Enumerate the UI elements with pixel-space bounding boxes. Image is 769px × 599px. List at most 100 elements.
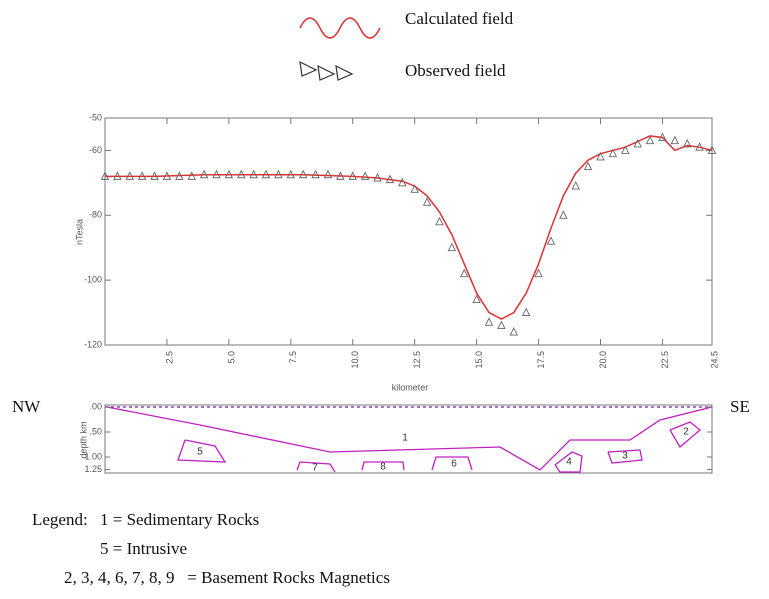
observed-point	[695, 142, 704, 151]
observed-point	[670, 135, 680, 145]
body-1	[106, 406, 713, 471]
observed-point	[422, 197, 432, 206]
observed-point	[199, 169, 209, 179]
observed-point	[162, 171, 172, 180]
body-8	[361, 461, 405, 471]
body-7	[296, 461, 336, 473]
observed-point	[583, 161, 593, 171]
body-4	[554, 451, 583, 473]
observed-point	[113, 171, 122, 180]
observed-point	[398, 177, 407, 187]
observed-point	[249, 169, 258, 179]
observed-point	[484, 317, 494, 326]
body-label: 3	[622, 451, 628, 462]
observed-point	[125, 171, 135, 180]
observed-point	[286, 169, 296, 179]
observed-point	[336, 171, 345, 180]
body-label: 6	[451, 459, 457, 470]
geologic-bodies	[106, 406, 713, 473]
y-tick-label: -100	[84, 275, 102, 285]
legend-line-swatch	[299, 17, 381, 39]
section-frame	[104, 404, 713, 474]
observed-point	[497, 320, 506, 329]
observed-point	[645, 135, 655, 145]
x-tick-label: 12.5	[412, 351, 422, 369]
depth-tick-label: 1.00	[84, 451, 102, 461]
depth-tick-label: .50	[89, 426, 102, 436]
plot-frame	[104, 117, 713, 346]
observed-point	[187, 171, 196, 180]
observed-point	[435, 216, 444, 226]
depth-tick-label: .00	[89, 401, 102, 411]
body-label: 7	[312, 463, 318, 474]
legend-label: Calculated field	[405, 9, 514, 28]
y-tick-label: -50	[89, 112, 102, 122]
observed-point	[608, 148, 618, 158]
legend-title: Legend:	[32, 510, 88, 529]
legend-marker-swatch	[299, 60, 354, 81]
observed-point	[447, 242, 457, 252]
observed-point	[373, 172, 382, 182]
body-label: 5	[197, 447, 203, 458]
observed-point	[224, 169, 234, 179]
observed-point	[137, 171, 147, 180]
x-tick-label: 5.0	[226, 351, 236, 364]
body-9	[177, 439, 227, 463]
body-label: 2	[683, 427, 689, 438]
body-2	[669, 421, 702, 448]
observed-point	[274, 169, 283, 179]
section-y-label: depth km	[78, 421, 88, 458]
observed-point	[571, 181, 580, 190]
observed-point	[175, 171, 184, 180]
nw-label: NW	[12, 397, 41, 416]
x-tick-label: 22.5	[660, 351, 670, 369]
body-label: 8	[380, 462, 386, 473]
body-6	[431, 456, 473, 471]
x-tick-label: 10.0	[350, 351, 360, 369]
x-axis-label: kilometer	[392, 382, 429, 392]
x-tick-label: 20.0	[598, 351, 608, 369]
observed-point	[658, 132, 667, 141]
observed-point	[100, 171, 110, 180]
legend-label: Observed field	[405, 61, 506, 80]
observed-point	[546, 236, 556, 245]
legend-line: 1 = Sedimentary Rocks	[100, 510, 259, 529]
observed-point	[534, 268, 543, 278]
observed-point	[348, 171, 357, 180]
observed-point	[509, 327, 519, 336]
legend-line: 2, 3, 4, 6, 7, 8, 9 = Basement Rocks Mag…	[64, 568, 390, 587]
observed-point	[621, 145, 630, 154]
observed-point	[360, 171, 370, 180]
observed-point	[460, 268, 469, 278]
y-tick-label: -80	[89, 210, 102, 220]
y-axis-label: nTesla	[74, 219, 84, 245]
x-tick-label: 7.5	[288, 351, 298, 364]
calculated-line	[105, 135, 713, 320]
observed-point	[410, 184, 419, 193]
observed-point	[385, 174, 395, 184]
observed-point	[559, 210, 568, 219]
body-label: 1	[402, 433, 408, 444]
observed-point	[237, 169, 246, 179]
x-tick-label: 15.0	[474, 351, 484, 369]
observed-point	[323, 169, 333, 179]
observed-point	[311, 169, 320, 179]
legend-line: 5 = Intrusive	[100, 539, 187, 558]
observed-point	[633, 138, 642, 148]
x-tick-label: 24.5	[709, 351, 719, 369]
body-label: 4	[566, 457, 572, 468]
observed-point	[212, 169, 221, 179]
observed-point	[521, 307, 531, 317]
observed-point	[261, 169, 271, 179]
observed-point	[596, 151, 605, 161]
y-tick-label: -120	[84, 339, 102, 349]
y-tick-label: -60	[89, 145, 102, 155]
se-label: SE	[730, 397, 750, 416]
observed-point	[682, 138, 692, 148]
x-tick-label: 2.5	[164, 351, 174, 364]
depth-tick-label: 1.25	[84, 464, 102, 474]
body-3	[607, 449, 643, 464]
observed-point	[150, 171, 159, 180]
observed-point	[707, 145, 717, 154]
